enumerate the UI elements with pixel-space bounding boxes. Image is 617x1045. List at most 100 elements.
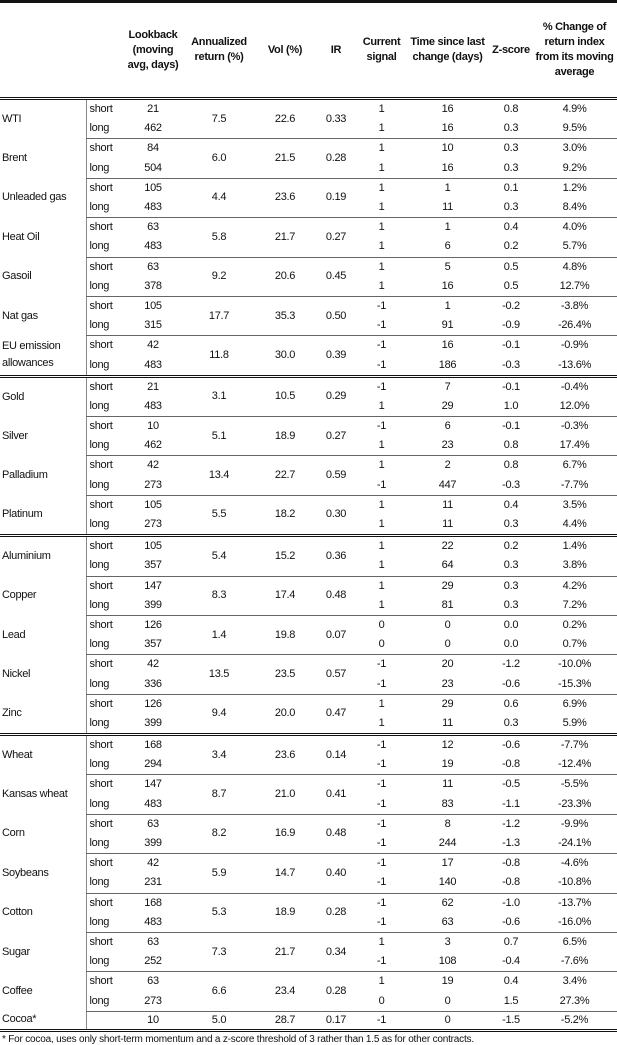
ir-cell: 0.39 xyxy=(314,335,358,378)
time-since-change-cell: 11 xyxy=(442,778,453,791)
current-signal-cell: 1 xyxy=(378,221,385,234)
pct-change-cell: 6.5% xyxy=(562,935,587,948)
z-score-cell: 0.3 xyxy=(490,514,532,538)
pct-change-cell: 0.7% xyxy=(532,635,617,656)
pct-change-cell: 4.4% xyxy=(532,514,617,538)
vol-cell: 10.5 xyxy=(256,376,314,418)
z-score-cell: 0.4 xyxy=(503,221,519,234)
current-signal-cell: 1 xyxy=(358,396,405,417)
time-since-change-cell: 2 xyxy=(444,459,451,472)
z-score-cell: 0.4 xyxy=(503,498,519,511)
tenor-cell: short xyxy=(85,376,124,397)
tenor-cell: short xyxy=(85,98,124,120)
current-signal-cell: -1 xyxy=(376,380,387,393)
tenor-cell: long xyxy=(85,755,124,776)
annualized-return-cell: 3.1 xyxy=(182,376,256,418)
tenor-cell: long xyxy=(85,873,124,894)
current-signal-cell: 1 xyxy=(378,935,385,948)
time-since-change-cell: 3 xyxy=(444,935,451,948)
annualized-return-cell: 6.6 xyxy=(182,971,256,1012)
lookback-cell: 21 xyxy=(147,103,159,116)
tenor-cell: long xyxy=(85,237,124,258)
vol-cell: 22.7 xyxy=(256,455,314,496)
z-score-cell: -0.9 xyxy=(490,316,532,337)
z-score-cell: 1.0 xyxy=(490,396,532,417)
pct-change-cell: 3.4% xyxy=(562,975,587,988)
z-score-cell: 0.3 xyxy=(490,197,532,219)
current-signal-cell: -1 xyxy=(376,857,387,870)
tenor-cell: short xyxy=(85,734,124,756)
z-score-cell: 0.5 xyxy=(490,276,532,297)
commodity-name: Nat gas xyxy=(2,309,38,322)
vol-cell: 15.2 xyxy=(256,535,314,577)
lookback-cell: 273 xyxy=(124,991,182,1012)
pct-change-cell: 4.8% xyxy=(562,260,587,273)
tenor-cell: short xyxy=(85,893,124,913)
tenor-cell: long xyxy=(85,794,124,815)
table-row: Heat Oil short 63 5.8 21.7 0.27 1 1 0.4 4.0% xyxy=(0,217,617,258)
tenor-cell: short xyxy=(85,814,124,834)
time-since-change-cell: 29 xyxy=(441,697,454,710)
current-signal-cell: 1 xyxy=(378,697,385,710)
z-score-cell: -0.3 xyxy=(490,475,532,496)
z-score-cell: -1.3 xyxy=(490,833,532,855)
tenor-cell: long xyxy=(85,674,124,695)
table-row: Aluminium short 105 5.4 15.2 0.36 1 22 0.2 1.4% xyxy=(0,535,617,577)
lookback-cell: 378 xyxy=(124,276,182,297)
tenor-cell: short xyxy=(85,416,124,437)
commodity-name: Silver xyxy=(2,429,28,442)
annualized-return-cell: 8.7 xyxy=(182,774,256,815)
table-row: long 483 -1 63 -0.6 -16.0% xyxy=(0,912,617,933)
lookback-cell: 42 xyxy=(147,658,159,671)
current-signal-cell: -1 xyxy=(376,420,387,433)
ir-cell: 0.28 xyxy=(314,971,358,1012)
current-signal-cell: -1 xyxy=(358,316,405,337)
pct-change-cell: 27.3% xyxy=(532,991,617,1012)
z-score-cell: -1.2 xyxy=(502,817,520,830)
current-signal-cell: -1 xyxy=(358,475,405,496)
annualized-return-cell: 3.4 xyxy=(182,734,256,776)
pct-change-cell: -12.4% xyxy=(532,755,617,776)
vol-cell: 14.7 xyxy=(256,853,314,894)
lookback-cell: 63 xyxy=(147,260,159,273)
vol-cell: 18.9 xyxy=(256,893,314,933)
annualized-return-cell: 8.2 xyxy=(182,814,256,855)
current-signal-cell: -1 xyxy=(358,794,405,815)
time-since-change-cell: 0 xyxy=(405,635,490,656)
tenor-cell: short xyxy=(85,971,124,992)
ir-cell: 0.59 xyxy=(314,455,358,496)
tenor-cell: short xyxy=(85,535,124,557)
tenor-cell: long xyxy=(85,833,124,855)
pct-change-cell: 1.4% xyxy=(562,540,587,553)
header-ir: IR xyxy=(314,1,358,100)
commodity-name: Heat Oil xyxy=(2,230,40,243)
lookback-cell: 357 xyxy=(124,635,182,656)
pct-change-cell: 8.4% xyxy=(532,197,617,219)
ir-cell: 0.30 xyxy=(314,495,358,538)
lookback-cell: 105 xyxy=(144,540,162,553)
table-row: long 378 1 16 0.5 12.7% xyxy=(0,276,617,297)
commodity-name: Lead xyxy=(2,628,26,641)
time-since-change-cell: 8 xyxy=(444,817,451,830)
tenor-cell: long xyxy=(85,595,124,616)
pct-change-cell: -4.6% xyxy=(560,857,589,870)
pct-change-cell: -16.0% xyxy=(532,912,617,933)
pct-change-cell: 5.7% xyxy=(532,237,617,258)
pct-change-cell: 12.0% xyxy=(532,396,617,417)
table-row: long 231 -1 140 -0.8 -10.8% xyxy=(0,873,617,894)
annualized-return-cell: 5.9 xyxy=(182,853,256,894)
current-signal-cell: -1 xyxy=(376,739,387,752)
time-since-change-cell: 16 xyxy=(405,119,490,140)
lookback-cell: 483 xyxy=(124,355,182,378)
commodity-name: Cotton xyxy=(2,906,33,919)
vol-cell: 18.9 xyxy=(256,416,314,457)
tenor-cell: long xyxy=(85,276,124,297)
lookback-cell: 168 xyxy=(144,739,162,752)
ir-cell: 0.48 xyxy=(314,576,358,616)
tenor-cell: short xyxy=(85,774,124,795)
ir-cell: 0.27 xyxy=(314,416,358,457)
table-row: long 504 1 16 0.3 9.2% xyxy=(0,158,617,179)
tenor-cell: short xyxy=(85,932,124,953)
annualized-return-cell: 13.5 xyxy=(182,654,256,695)
